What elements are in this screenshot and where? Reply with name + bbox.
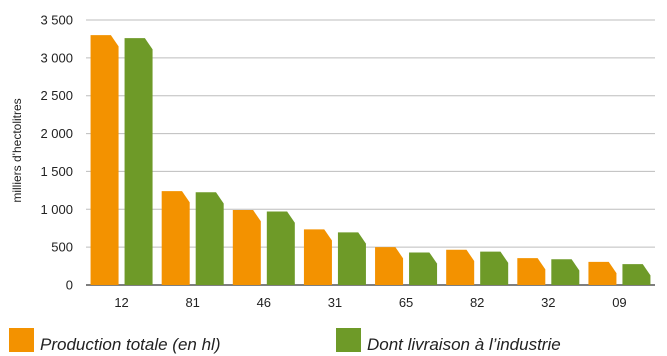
- legend-swatch-livraison: [336, 328, 361, 352]
- bar-livraison-09: [622, 264, 651, 285]
- y-tick-label: 500: [51, 240, 73, 255]
- bar-production-31: [303, 229, 332, 285]
- bar-production-65: [375, 247, 404, 285]
- y-tick-label: 0: [66, 278, 73, 293]
- y-tick-label: 1 500: [40, 164, 73, 179]
- bar-livraison-32: [551, 259, 580, 285]
- x-tick-label: 82: [470, 295, 484, 310]
- x-tick-label: 32: [541, 295, 555, 310]
- bars: [90, 35, 651, 286]
- y-tick-label: 3 000: [40, 50, 73, 65]
- y-tick-label: 2 000: [40, 126, 73, 141]
- x-tick-label: 12: [114, 295, 128, 310]
- y-axis-label: milliers d'hectolitres: [10, 98, 24, 202]
- bar-production-82: [446, 249, 475, 285]
- bar-production-09: [588, 261, 617, 285]
- bar-production-46: [232, 210, 261, 285]
- y-tick-label: 3 500: [40, 13, 73, 28]
- bar-livraison-46: [266, 211, 295, 285]
- legend-label-livraison: Dont livraison à l’industrie: [367, 335, 561, 354]
- x-tick-label: 09: [612, 295, 626, 310]
- legend-swatch-production: [9, 328, 34, 352]
- x-tick-label: 31: [328, 295, 342, 310]
- y-axis-ticks: 0 500 1 000 1 500 2 000 2 500 3 000 3 500: [40, 13, 73, 293]
- bar-livraison-81: [195, 192, 224, 285]
- bar-livraison-12: [124, 38, 153, 285]
- y-tick-label: 2 500: [40, 88, 73, 103]
- bar-livraison-65: [409, 252, 438, 285]
- bar-livraison-31: [337, 232, 366, 285]
- bar-production-12: [90, 35, 119, 286]
- legend-label-production: Production totale (en hl): [40, 335, 221, 354]
- legend: Production totale (en hl) Dont livraison …: [9, 328, 561, 354]
- bar-production-81: [161, 191, 190, 285]
- x-tick-label: 81: [185, 295, 199, 310]
- x-axis-ticks: 12 81 46 31 65 82 32 09: [114, 295, 626, 310]
- bar-production-32: [517, 258, 546, 285]
- bar-livraison-82: [480, 251, 509, 285]
- x-tick-label: 46: [257, 295, 271, 310]
- x-tick-label: 65: [399, 295, 413, 310]
- y-tick-label: 1 000: [40, 202, 73, 217]
